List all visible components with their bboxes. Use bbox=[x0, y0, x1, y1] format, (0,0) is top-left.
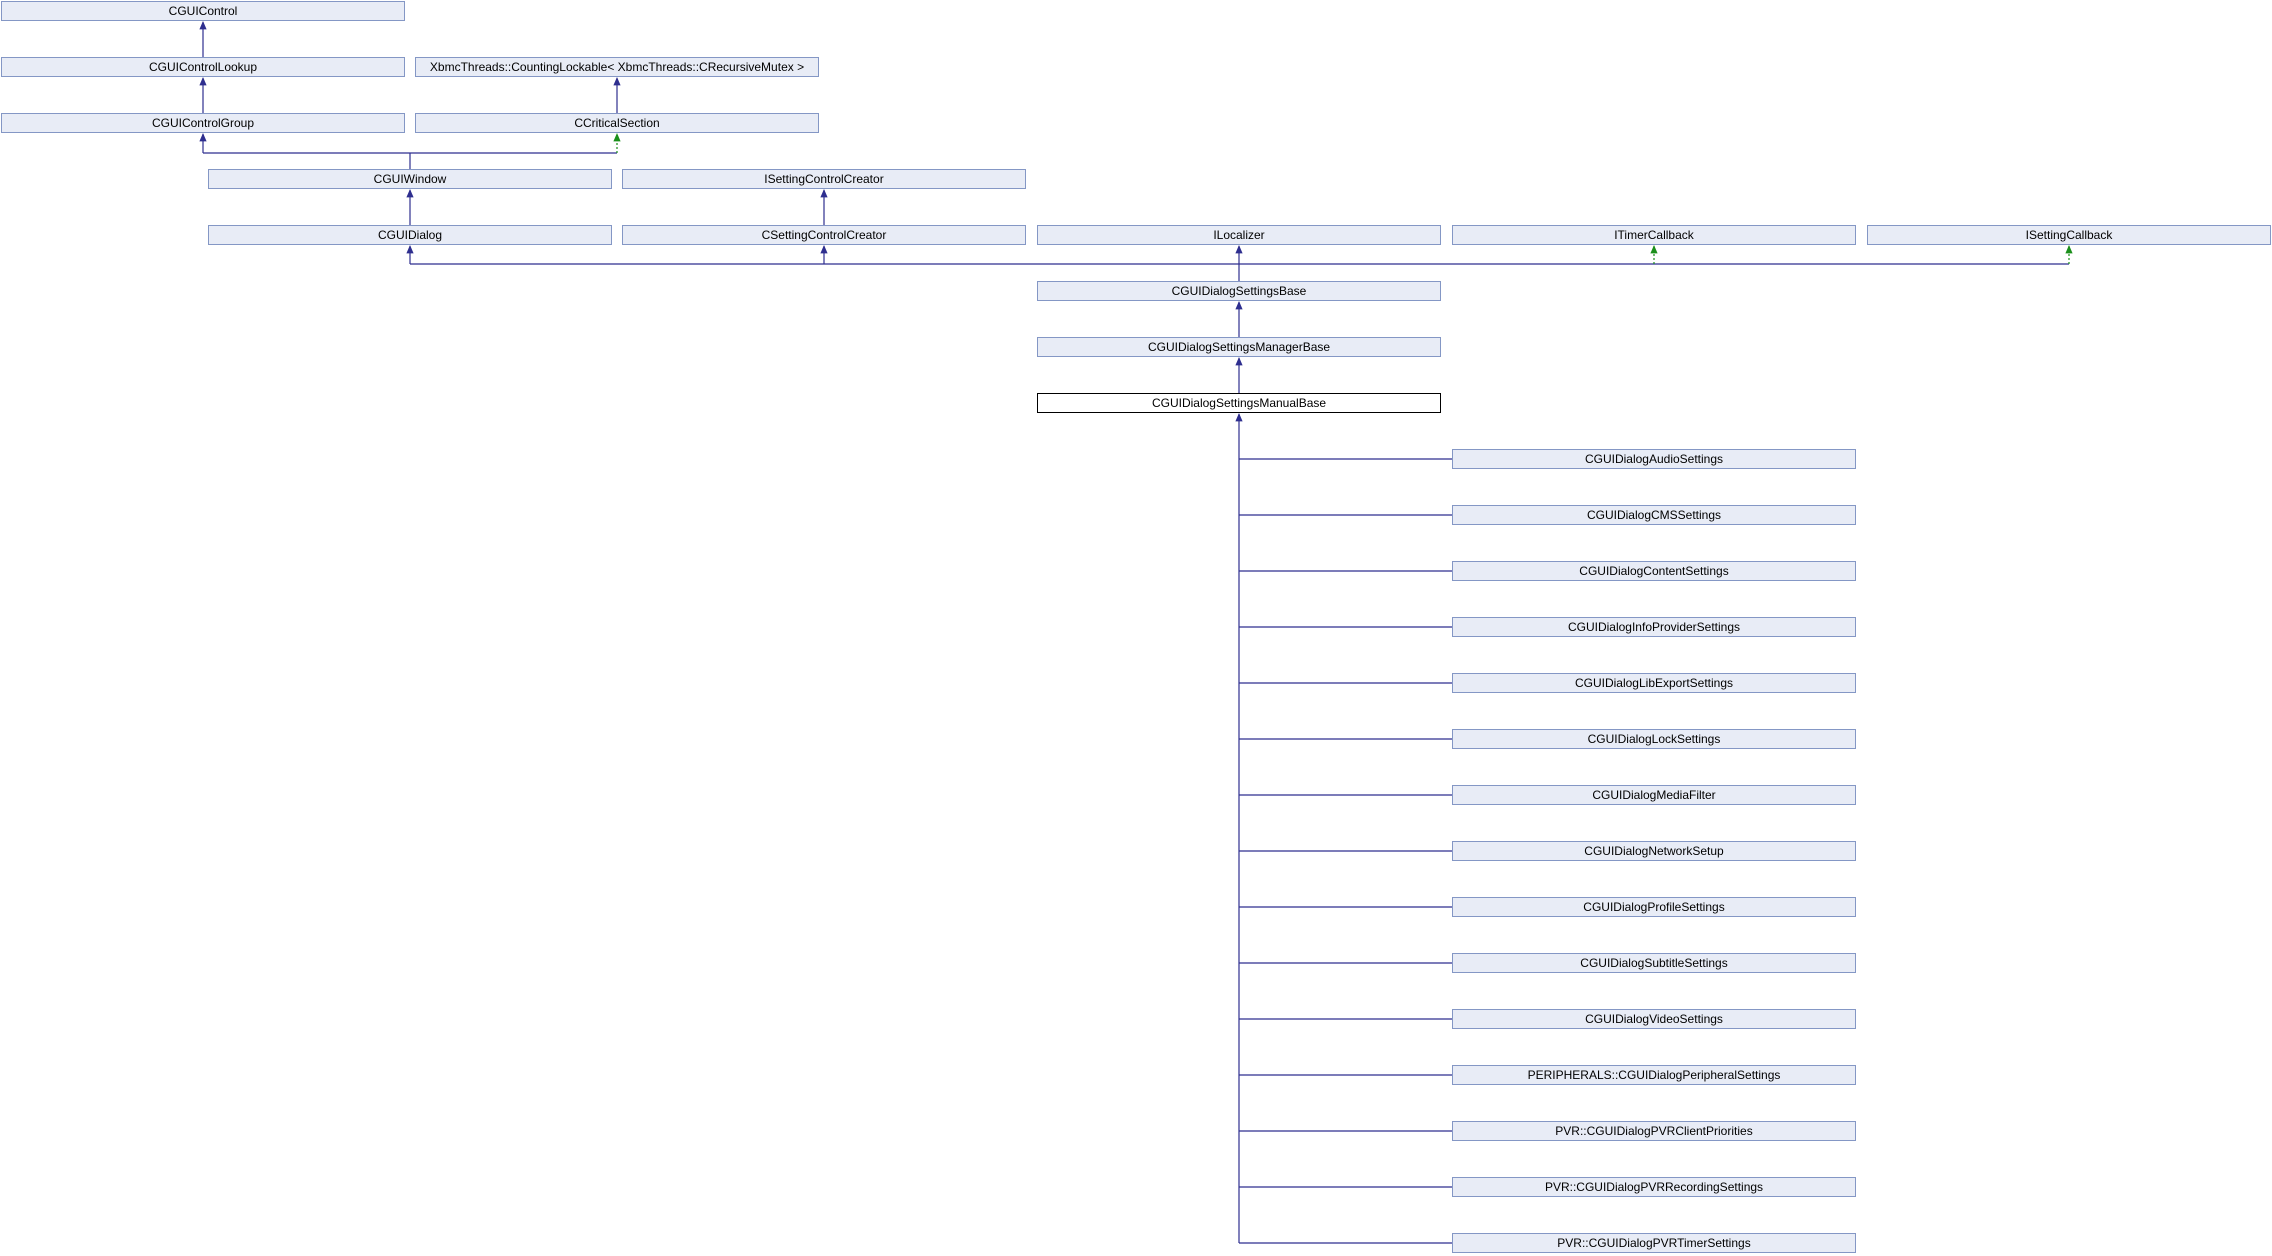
arrowhead-criticalsection bbox=[613, 132, 621, 142]
node-cguicontrol[interactable]: CGUIControl bbox=[1, 1, 405, 21]
arrowhead-itimercallback bbox=[1650, 244, 1658, 254]
node-cguicontrolgroup[interactable]: CGUIControlGroup bbox=[1, 113, 405, 133]
node-profilesettings[interactable]: CGUIDialogProfileSettings bbox=[1452, 897, 1856, 917]
node-cguicontrollookup[interactable]: CGUIControlLookup bbox=[1, 57, 405, 77]
node-locksettings[interactable]: CGUIDialogLockSettings bbox=[1452, 729, 1856, 749]
arrowhead-controllookup bbox=[199, 76, 207, 86]
arrowhead-isettingcallback bbox=[2065, 244, 2073, 254]
arrowhead-manualbase bbox=[1235, 412, 1243, 422]
node-networksetup[interactable]: CGUIDialogNetworkSetup bbox=[1452, 841, 1856, 861]
node-cguidialogsettingsmanualbase: CGUIDialogSettingsManualBase bbox=[1037, 393, 1441, 413]
arrowhead-isettingcontrolcreator bbox=[820, 188, 828, 198]
node-videosettings[interactable]: CGUIDialogVideoSettings bbox=[1452, 1009, 1856, 1029]
node-cguidialog[interactable]: CGUIDialog bbox=[208, 225, 612, 245]
arrowhead-window bbox=[406, 188, 414, 198]
node-countinglockable[interactable]: XbmcThreads::CountingLockable< XbmcThrea… bbox=[415, 57, 819, 77]
arrowhead-ilocalizer bbox=[1235, 244, 1243, 254]
node-ccriticalsection[interactable]: CCriticalSection bbox=[415, 113, 819, 133]
node-infoprovidersettings[interactable]: CGUIDialogInfoProviderSettings bbox=[1452, 617, 1856, 637]
node-pvrclientpriorities[interactable]: PVR::CGUIDialogPVRClientPriorities bbox=[1452, 1121, 1856, 1141]
arrowhead-controlgroup bbox=[199, 132, 207, 142]
node-subtitlesettings[interactable]: CGUIDialogSubtitleSettings bbox=[1452, 953, 1856, 973]
arrowhead-csettingcontrolcreator bbox=[820, 244, 828, 254]
node-contentsettings[interactable]: CGUIDialogContentSettings bbox=[1452, 561, 1856, 581]
arrowhead-countinglockable bbox=[613, 76, 621, 86]
node-cmssettings[interactable]: CGUIDialogCMSSettings bbox=[1452, 505, 1856, 525]
arrowhead-settingsbase bbox=[1235, 300, 1243, 310]
node-cguidialogsettingsmanagerbase[interactable]: CGUIDialogSettingsManagerBase bbox=[1037, 337, 1441, 357]
node-itimercallback[interactable]: ITimerCallback bbox=[1452, 225, 1856, 245]
arrowhead-control bbox=[199, 20, 207, 30]
node-isettingcallback[interactable]: ISettingCallback bbox=[1867, 225, 2271, 245]
node-mediafilter[interactable]: CGUIDialogMediaFilter bbox=[1452, 785, 1856, 805]
node-libexportsettings[interactable]: CGUIDialogLibExportSettings bbox=[1452, 673, 1856, 693]
node-audiosettings[interactable]: CGUIDialogAudioSettings bbox=[1452, 449, 1856, 469]
node-cguiwindow[interactable]: CGUIWindow bbox=[208, 169, 612, 189]
node-ilocalizer[interactable]: ILocalizer bbox=[1037, 225, 1441, 245]
node-cguidialogsettingsbase[interactable]: CGUIDialogSettingsBase bbox=[1037, 281, 1441, 301]
node-csettingcontrolcreator[interactable]: CSettingControlCreator bbox=[622, 225, 1026, 245]
arrowhead-managerbase bbox=[1235, 356, 1243, 366]
node-isettingcontrolcreator[interactable]: ISettingControlCreator bbox=[622, 169, 1026, 189]
node-peripheralsettings[interactable]: PERIPHERALS::CGUIDialogPeripheralSetting… bbox=[1452, 1065, 1856, 1085]
arrowhead-dialog bbox=[406, 244, 414, 254]
node-pvrtimersettings[interactable]: PVR::CGUIDialogPVRTimerSettings bbox=[1452, 1233, 1856, 1253]
node-pvrrecordingsettings[interactable]: PVR::CGUIDialogPVRRecordingSettings bbox=[1452, 1177, 1856, 1197]
